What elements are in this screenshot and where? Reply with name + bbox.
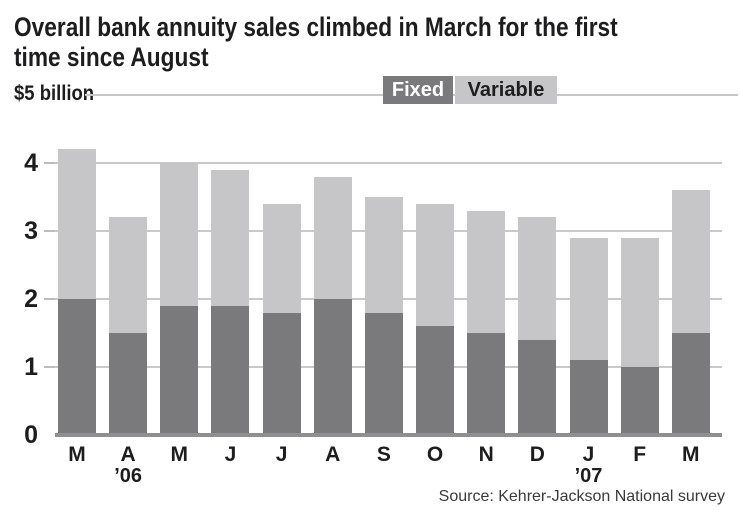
bar-5-J	[262, 203, 301, 435]
bar-12-F	[620, 237, 659, 435]
y-tick-mark-3	[44, 230, 55, 232]
bar-segment-variable	[620, 237, 659, 367]
x-tick-label-2: A	[120, 443, 136, 466]
x-tick-label-13: M	[682, 443, 700, 466]
bar-6-A	[313, 176, 352, 435]
bar-segment-fixed	[364, 312, 403, 435]
chart-title-line2: time since August	[14, 42, 209, 72]
x-tick-label-8: O	[426, 443, 444, 466]
legend-label-fixed: Fixed	[391, 78, 445, 101]
bar-13-M	[671, 190, 710, 435]
bar-segment-variable	[416, 203, 455, 327]
x-tick-label-11: J	[582, 443, 595, 466]
x-tick-label-5: J	[275, 443, 288, 466]
bar-segment-fixed	[262, 312, 301, 435]
bar-segment-variable	[211, 169, 250, 306]
legend-item-fixed: Fixed	[383, 76, 453, 104]
y-axis-unit-label: $5 billion	[14, 82, 95, 105]
bar-segment-fixed	[109, 333, 148, 435]
y-tick-label-3: 3	[24, 217, 38, 245]
legend-item-variable: Variable	[455, 76, 557, 104]
bar-segment-fixed	[58, 299, 96, 435]
bar-3-M	[160, 163, 199, 435]
bar-segment-variable	[262, 203, 301, 313]
y-tick-mark-1	[44, 366, 55, 368]
bar-segment-fixed	[620, 367, 659, 435]
chart-title-line1: Overall bank annuity sales climbed in Ma…	[14, 12, 618, 42]
chart-title: Overall bank annuity sales climbed in Ma…	[14, 12, 618, 72]
source-credit: Source: Kehrer-Jackson National survey	[438, 488, 725, 505]
bar-8-O	[416, 203, 455, 435]
bar-11-J	[569, 237, 608, 435]
y-tick-label-4: 4	[24, 149, 38, 177]
bar-2-A	[109, 217, 148, 435]
bar-segment-fixed	[313, 299, 352, 435]
x-tick-label-9: N	[478, 443, 494, 466]
bar-7-S	[364, 197, 403, 435]
bar-segment-variable	[569, 237, 608, 361]
year-label-06: ’06	[114, 465, 143, 487]
x-tick-label-3: M	[170, 443, 189, 466]
bar-segment-fixed	[467, 333, 506, 435]
bar-segment-fixed	[416, 326, 455, 435]
bar-segment-variable	[313, 176, 352, 299]
x-axis-baseline	[55, 433, 722, 437]
bar-segment-fixed	[160, 305, 199, 435]
bar-1-M	[58, 149, 96, 435]
bar-segment-fixed	[671, 333, 710, 435]
bar-segment-fixed	[569, 360, 608, 435]
bar-segment-fixed	[518, 339, 557, 435]
x-tick-label-7: S	[376, 443, 391, 466]
bar-segment-variable	[518, 217, 557, 340]
bar-segment-variable	[160, 163, 199, 306]
y-tick-label-2: 2	[24, 285, 38, 313]
x-tick-label-4: J	[224, 443, 237, 466]
bar-10-D	[518, 217, 557, 435]
plot-area	[55, 95, 722, 435]
x-tick-label-1: M	[68, 443, 86, 466]
bar-segment-variable	[467, 210, 506, 333]
x-tick-label-10: D	[529, 443, 545, 466]
bar-segment-variable	[364, 197, 403, 313]
year-label-07: ’07	[574, 465, 603, 487]
bar-segment-variable	[671, 190, 710, 333]
bar-segment-variable	[109, 217, 148, 333]
gridline-4	[55, 162, 722, 164]
y-tick-mark-2	[44, 298, 55, 300]
y-tick-mark-4	[44, 162, 55, 164]
y-tick-label-0: 0	[24, 421, 38, 449]
bar-9-N	[467, 210, 506, 435]
bar-segment-fixed	[211, 305, 250, 435]
bar-4-J	[211, 169, 250, 435]
bar-segment-variable	[58, 149, 96, 299]
y-tick-label-1: 1	[24, 353, 38, 381]
x-tick-label-12: F	[633, 443, 647, 466]
x-tick-label-6: A	[325, 443, 341, 466]
legend-label-variable: Variable	[467, 78, 545, 101]
